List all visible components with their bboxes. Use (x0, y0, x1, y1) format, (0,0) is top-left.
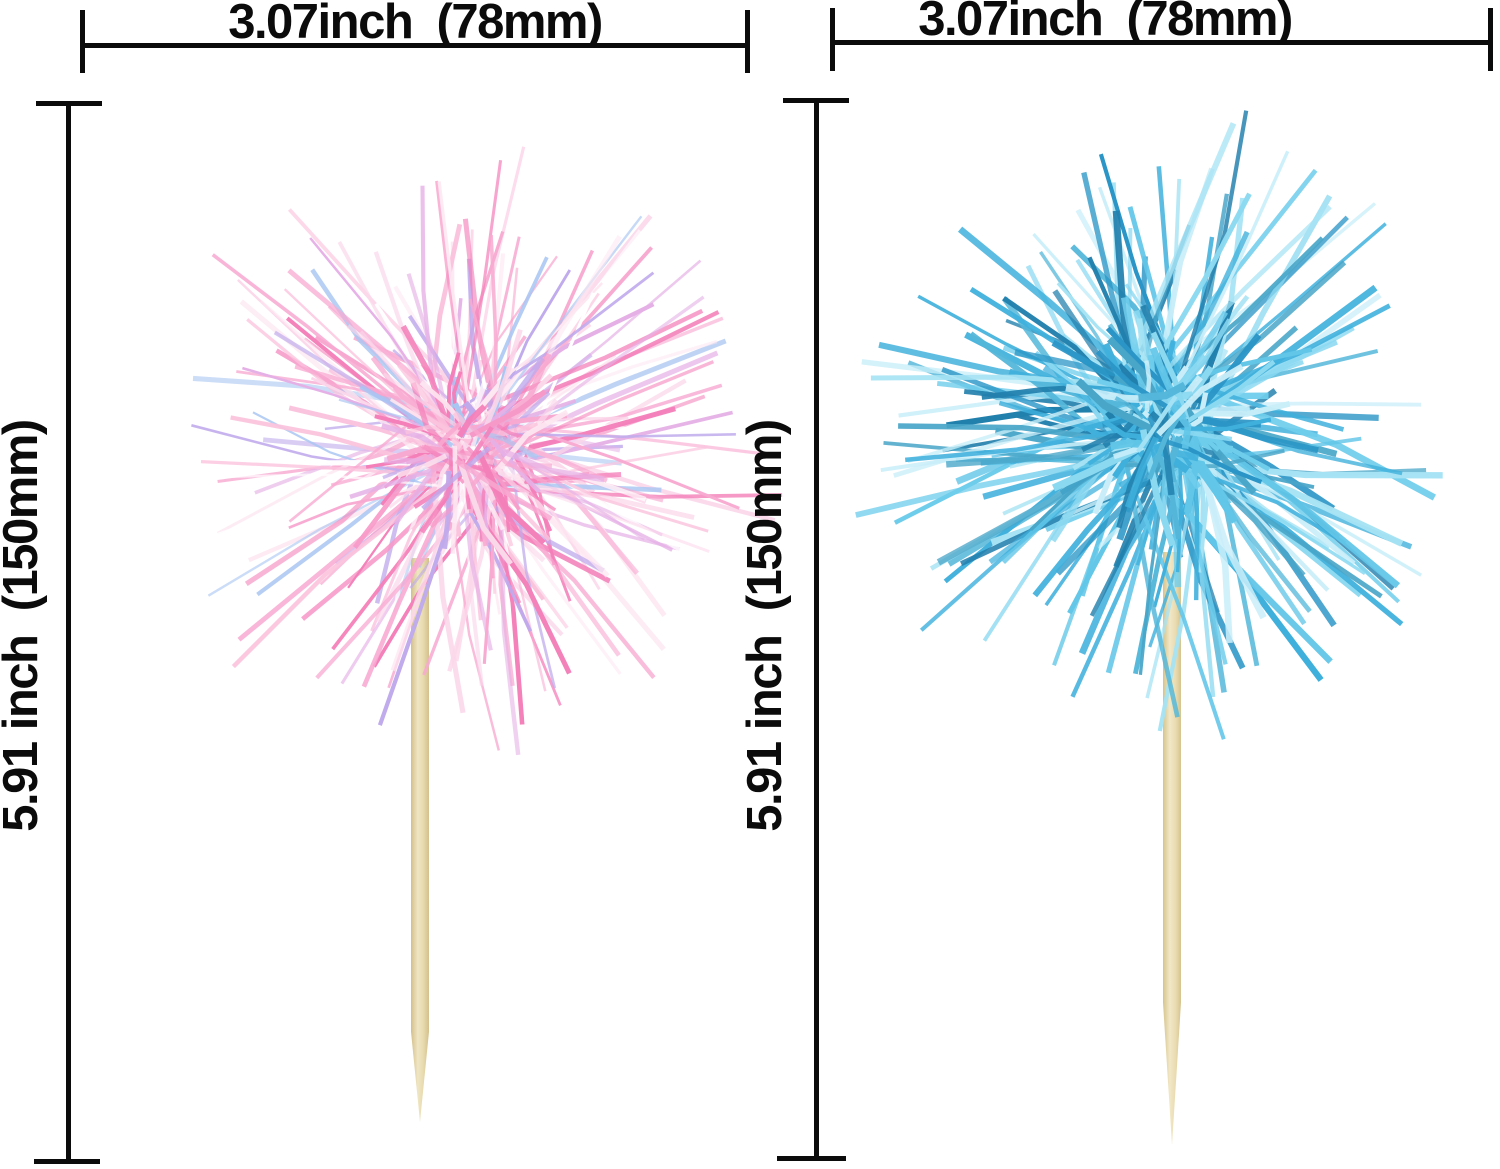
height-dimension-label-right: 5.91 inch (150mm) (738, 420, 792, 832)
height-dimension-end-tick (34, 1159, 100, 1164)
width-dimension-end-tick (830, 8, 835, 71)
height-dimension-end-tick (777, 1156, 846, 1161)
height-dimension-line-right (814, 100, 819, 1159)
wooden-pick-stick-left (411, 558, 429, 1122)
width-dimension-label-left: 3.07inch (78mm) (228, 0, 603, 49)
width-dimension-line-left (82, 43, 749, 48)
width-dimension-end-tick (745, 10, 750, 73)
height-dimension-end-tick (36, 101, 102, 106)
width-dimension-label-right: 3.07inch (78mm) (918, 0, 1293, 46)
height-dimension-label-left: 5.91 inch (150mm) (0, 420, 48, 832)
height-dimension-end-tick (783, 98, 849, 103)
width-dimension-line-right (832, 40, 1491, 45)
height-dimension-line-left (66, 103, 71, 1163)
wooden-pick-stick-right (1163, 552, 1181, 1145)
width-dimension-end-tick (80, 10, 85, 73)
width-dimension-end-tick (1488, 8, 1493, 71)
